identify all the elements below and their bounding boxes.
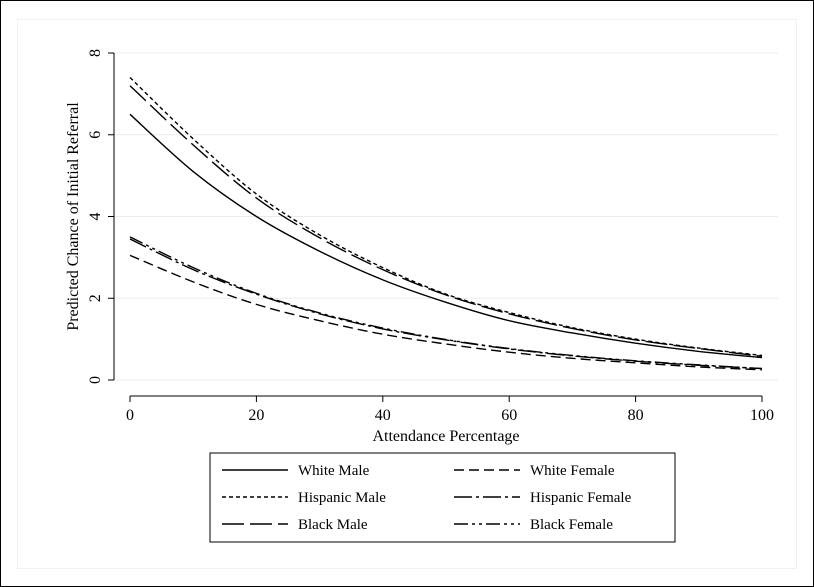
series-line-black-female [129, 236, 763, 370]
legend-label: Hispanic Female [530, 490, 632, 506]
series-line-black-male [129, 85, 763, 357]
y-tick-label: 4 [87, 213, 104, 221]
x-tick-label: 80 [628, 407, 644, 424]
x-tick-label: 60 [501, 407, 517, 424]
y-tick-label: 2 [87, 294, 104, 302]
y-tick-label: 6 [87, 131, 104, 139]
y-tick-label: 8 [87, 49, 104, 57]
series-line-white-male [129, 113, 763, 359]
x-tick-label: 40 [375, 407, 391, 424]
y-tick-label: 0 [87, 376, 104, 384]
x-tick-label: 20 [248, 407, 264, 424]
legend-label: Black Male [298, 517, 368, 533]
legend-label: White Male [298, 463, 370, 479]
y-axis-label: Predicted Chance of Initial Referral [65, 102, 82, 331]
legend-label: Black Female [530, 517, 613, 533]
legend-label: White Female [530, 463, 615, 479]
series-line-hispanic-female [129, 238, 763, 370]
x-tick-label: 100 [750, 407, 774, 424]
series-line-hispanic-male [129, 77, 763, 357]
x-tick-label: 0 [126, 407, 134, 424]
gridlines [114, 52, 778, 381]
series-line-white-female [129, 254, 763, 371]
series-lines [129, 77, 763, 371]
x-axis-label: Attendance Percentage [372, 428, 519, 445]
legend: White Male White Female Hispanic Male Hispa… [209, 452, 676, 543]
legend-label: Hispanic Male [298, 490, 386, 506]
